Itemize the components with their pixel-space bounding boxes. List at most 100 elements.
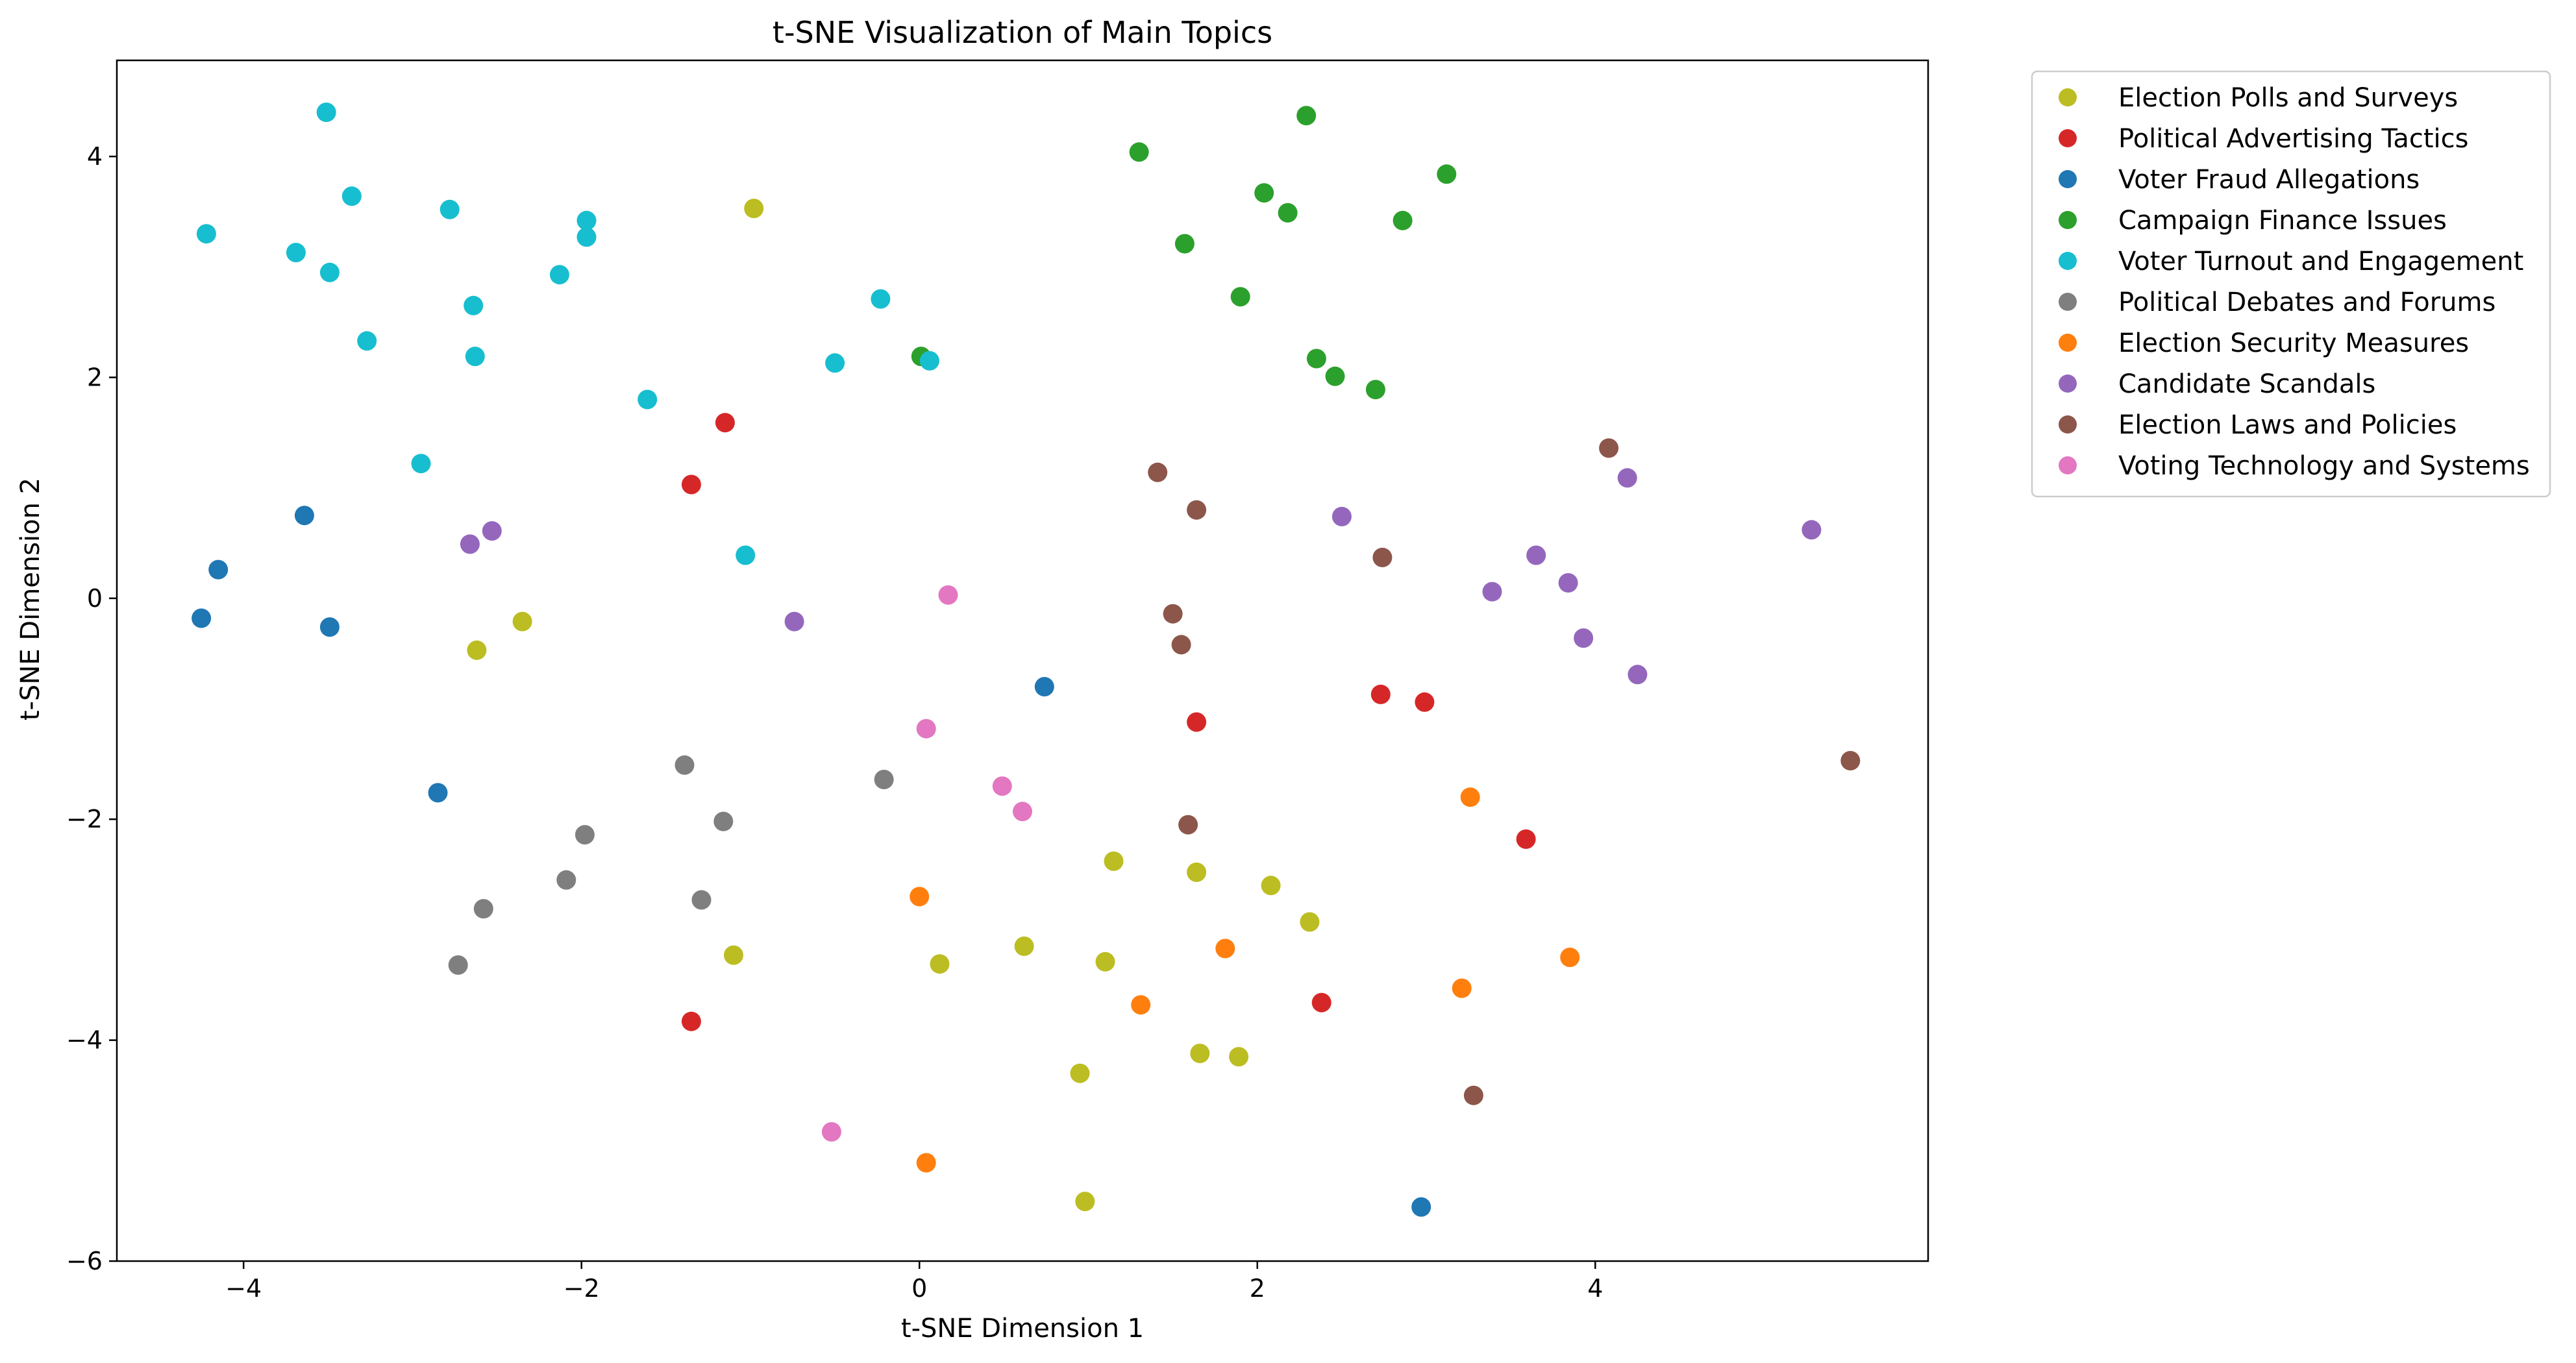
scatter-point bbox=[1526, 545, 1546, 565]
scatter-point bbox=[1460, 787, 1480, 807]
scatter-point bbox=[1516, 829, 1536, 849]
scatter-point bbox=[1187, 862, 1207, 882]
x-tick-label: −2 bbox=[564, 1274, 600, 1303]
scatter-point bbox=[467, 640, 487, 660]
scatter-point bbox=[576, 227, 597, 247]
legend-item: Election Laws and Policies bbox=[2059, 410, 2457, 440]
legend-item: Voter Turnout and Engagement bbox=[2059, 247, 2523, 276]
y-tick-label: 2 bbox=[87, 363, 103, 391]
series-6 bbox=[448, 755, 894, 975]
scatter-point bbox=[556, 870, 576, 890]
points-layer bbox=[192, 103, 1861, 1217]
axes-layer: −4 −2 0 2 4 −6 −4 −2 0 2 4 bbox=[66, 59, 1929, 1303]
x-tick-label: 4 bbox=[1587, 1274, 1603, 1303]
scatter-point bbox=[1148, 462, 1168, 482]
scatter-point bbox=[448, 955, 468, 975]
scatter-point bbox=[874, 770, 894, 789]
scatter-point bbox=[294, 506, 314, 526]
scatter-point bbox=[784, 611, 804, 632]
scatter-point bbox=[1187, 712, 1207, 732]
scatter-point bbox=[1095, 952, 1115, 972]
legend-label: Voter Fraud Allegations bbox=[2118, 165, 2420, 195]
legend-marker bbox=[2059, 334, 2077, 352]
scatter-point bbox=[460, 534, 480, 554]
scatter-point bbox=[208, 559, 229, 580]
scatter-point bbox=[1452, 978, 1472, 998]
scatter-point bbox=[744, 199, 764, 219]
scatter-point bbox=[691, 890, 712, 910]
scatter-point bbox=[1574, 628, 1594, 648]
scatter-point bbox=[930, 954, 950, 974]
legend-label: Campaign Finance Issues bbox=[2118, 206, 2447, 236]
scatter-point bbox=[724, 945, 743, 965]
legend-item: Candidate Scandals bbox=[2059, 369, 2375, 399]
scatter-point bbox=[1178, 815, 1198, 835]
x-tick-label: 2 bbox=[1250, 1274, 1265, 1303]
scatter-point bbox=[1163, 604, 1183, 624]
legend-item: Political Debates and Forums bbox=[2059, 288, 2496, 317]
legend-marker bbox=[2059, 293, 2077, 311]
legend-label: Voter Turnout and Engagement bbox=[2118, 247, 2523, 276]
scatter-point bbox=[192, 608, 212, 628]
scatter-point bbox=[1325, 366, 1345, 386]
scatter-point bbox=[1261, 876, 1281, 896]
scatter-point bbox=[1014, 936, 1034, 956]
scatter-point bbox=[465, 347, 485, 367]
scatter-point bbox=[1331, 506, 1352, 526]
scatter-point bbox=[992, 776, 1012, 796]
series-8 bbox=[460, 468, 1822, 685]
scatter-point bbox=[1560, 948, 1580, 967]
scatter-point bbox=[575, 825, 595, 845]
series-4 bbox=[911, 106, 1457, 400]
scatter-point bbox=[1463, 1085, 1483, 1105]
y-tick-label: −2 bbox=[66, 805, 103, 833]
scatter-point bbox=[1254, 183, 1274, 203]
scatter-point bbox=[411, 454, 431, 474]
legend-label: Candidate Scandals bbox=[2118, 369, 2375, 399]
scatter-point bbox=[1174, 234, 1195, 254]
legend-label: Political Advertising Tactics bbox=[2118, 124, 2468, 154]
scatter-point bbox=[1415, 692, 1435, 712]
scatter-point bbox=[576, 210, 597, 230]
scatter-point bbox=[1104, 851, 1124, 871]
scatter-point bbox=[549, 265, 569, 285]
scatter-point bbox=[916, 718, 936, 739]
scatter-point bbox=[316, 103, 336, 122]
x-tick-label: −4 bbox=[225, 1274, 262, 1303]
scatter-point bbox=[1187, 500, 1207, 520]
scatter-point bbox=[1365, 380, 1385, 400]
scatter-point bbox=[1296, 106, 1317, 126]
scatter-point bbox=[1278, 203, 1298, 223]
scatter-point bbox=[473, 899, 493, 919]
scatter-point bbox=[1129, 142, 1149, 162]
scatter-point bbox=[440, 199, 460, 219]
series-2 bbox=[681, 413, 1536, 1031]
plot-area bbox=[117, 60, 1928, 1261]
scatter-point bbox=[428, 783, 448, 803]
legend-marker bbox=[2059, 129, 2077, 147]
scatter-point bbox=[919, 350, 939, 371]
scatter-point bbox=[319, 617, 340, 637]
y-tick-label: −6 bbox=[66, 1247, 103, 1275]
y-tick-label: 0 bbox=[87, 584, 103, 613]
scatter-point bbox=[910, 887, 930, 907]
y-tick-label: −4 bbox=[66, 1026, 103, 1055]
scatter-point bbox=[1230, 287, 1250, 307]
series-9 bbox=[1148, 438, 1861, 1105]
legend-label: Election Polls and Surveys bbox=[2118, 83, 2458, 113]
series-5 bbox=[196, 103, 939, 565]
scatter-point bbox=[1171, 635, 1191, 655]
series-10 bbox=[821, 585, 1032, 1142]
scatter-point bbox=[1070, 1063, 1090, 1083]
legend-marker bbox=[2059, 252, 2077, 270]
scatter-point bbox=[1306, 349, 1326, 369]
scatter-point bbox=[1482, 582, 1502, 602]
scatter-point bbox=[1190, 1044, 1210, 1063]
scatter-point bbox=[938, 585, 958, 605]
scatter-point bbox=[1131, 995, 1151, 1015]
scatter-point bbox=[319, 262, 340, 282]
y-tick-label: 4 bbox=[87, 142, 103, 171]
scatter-point bbox=[1229, 1047, 1249, 1067]
scatter-point bbox=[821, 1122, 841, 1142]
